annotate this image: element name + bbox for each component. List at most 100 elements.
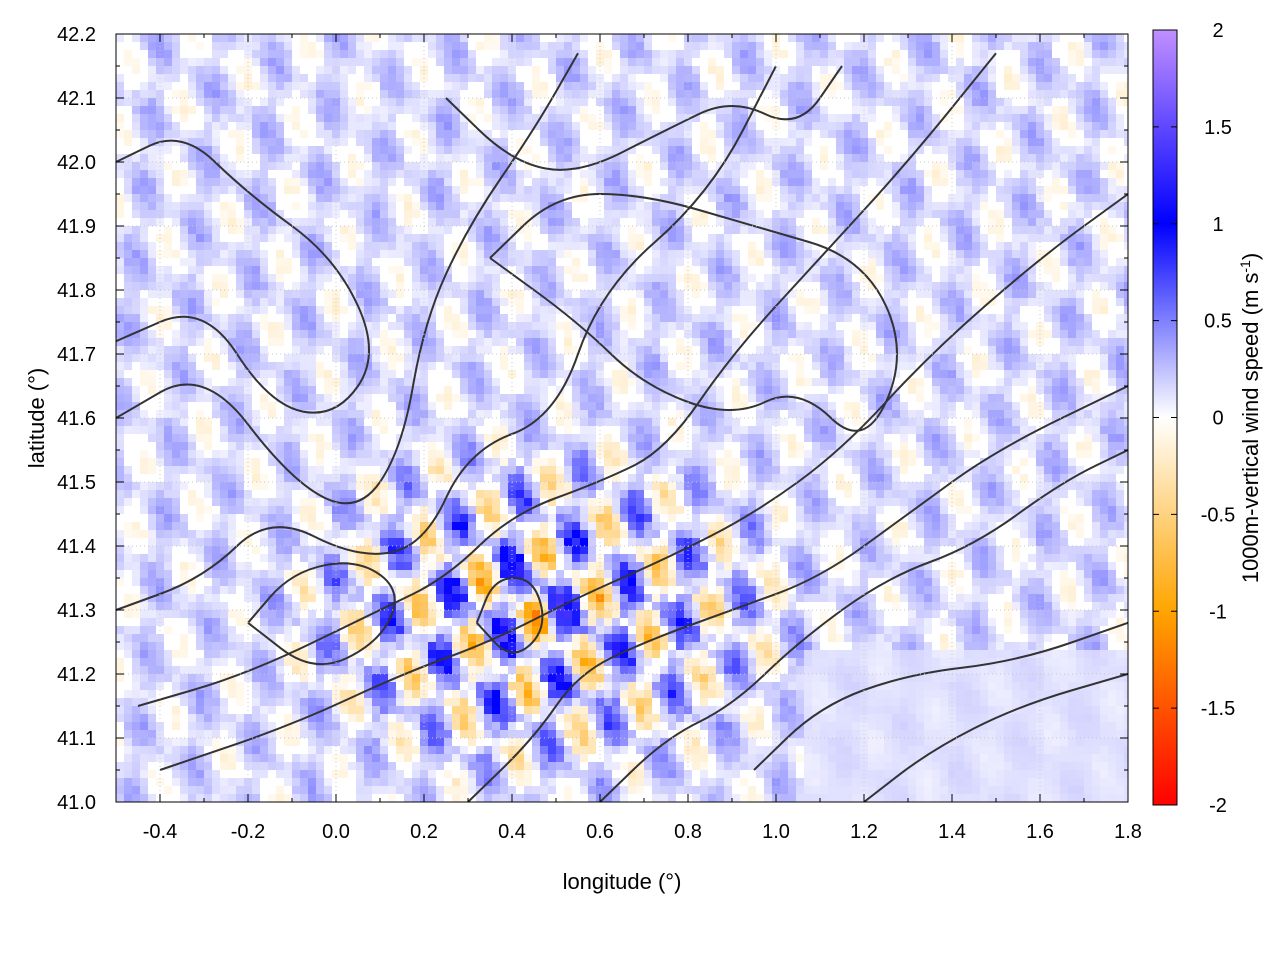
heatmap-cell — [164, 130, 172, 138]
heatmap-cell — [556, 138, 564, 146]
heatmap-cell — [564, 242, 572, 250]
heatmap-cell — [468, 362, 476, 370]
heatmap-cell — [732, 186, 740, 194]
heatmap-cell — [316, 170, 324, 178]
heatmap-cell — [1068, 106, 1076, 114]
heatmap-cell — [660, 50, 668, 58]
heatmap-cell — [580, 426, 588, 434]
heatmap-cell — [260, 298, 268, 306]
heatmap-cell — [308, 274, 316, 282]
heatmap-cell — [268, 106, 276, 114]
heatmap-cell — [972, 42, 980, 50]
heatmap-cell — [388, 226, 396, 234]
heatmap-cell — [940, 34, 948, 42]
heatmap-cell — [836, 426, 844, 434]
heatmap-cell — [236, 90, 244, 98]
heatmap-cell — [924, 314, 932, 322]
heatmap-cell — [140, 202, 148, 210]
heatmap-cell — [452, 426, 460, 434]
heatmap-cell — [380, 122, 388, 130]
heatmap-cell — [980, 90, 988, 98]
heatmap-cell — [996, 234, 1004, 242]
heatmap-cell — [516, 306, 524, 314]
heatmap-cell — [908, 354, 916, 362]
heatmap-cell — [900, 298, 908, 306]
heatmap-cell — [556, 34, 564, 42]
heatmap-cell — [340, 402, 348, 410]
heatmap-cell — [204, 394, 212, 402]
heatmap-cell — [612, 250, 620, 258]
heatmap-cell — [628, 42, 636, 50]
heatmap-cell — [292, 122, 300, 130]
heatmap-cell — [220, 330, 228, 338]
heatmap-cell — [732, 298, 740, 306]
heatmap-cell — [1076, 202, 1084, 210]
heatmap-cell — [660, 194, 668, 202]
heatmap-cell — [620, 146, 628, 154]
heatmap-cell — [1108, 234, 1116, 242]
heatmap-cell — [996, 362, 1004, 370]
heatmap-cell — [996, 178, 1004, 186]
heatmap-cell — [636, 114, 644, 122]
heatmap-cell — [476, 42, 484, 50]
heatmap-cell — [876, 98, 884, 106]
heatmap-cell — [460, 82, 468, 90]
heatmap-cell — [924, 242, 932, 250]
heatmap-cell — [268, 82, 276, 90]
heatmap-cell — [884, 346, 892, 354]
heatmap-cell — [316, 210, 324, 218]
heatmap-cell — [588, 298, 596, 306]
heatmap-cell — [484, 338, 492, 346]
heatmap-cell — [388, 346, 396, 354]
heatmap-cell — [588, 314, 596, 322]
heatmap-cell — [484, 186, 492, 194]
heatmap-cell — [124, 178, 132, 186]
heatmap-cell — [364, 138, 372, 146]
heatmap-cell — [468, 146, 476, 154]
heatmap-cell — [828, 322, 836, 330]
heatmap-cell — [116, 386, 124, 394]
heatmap-cell — [268, 114, 276, 122]
heatmap-cell — [252, 50, 260, 58]
heatmap-cell — [708, 266, 716, 274]
heatmap-cell — [148, 338, 156, 346]
heatmap-cell — [444, 90, 452, 98]
heatmap-cell — [204, 170, 212, 178]
heatmap-cell — [788, 90, 796, 98]
heatmap-cell — [700, 98, 708, 106]
heatmap-cell — [660, 130, 668, 138]
heatmap-cell — [620, 410, 628, 418]
heatmap-cell — [396, 306, 404, 314]
heatmap-cell — [1052, 258, 1060, 266]
heatmap-cell — [500, 42, 508, 50]
heatmap-cell — [476, 210, 484, 218]
heatmap-cell — [196, 266, 204, 274]
heatmap-cell — [228, 258, 236, 266]
heatmap-cell — [316, 418, 324, 426]
heatmap-cell — [964, 114, 972, 122]
heatmap-cell — [236, 322, 244, 330]
heatmap-cell — [220, 42, 228, 50]
heatmap-cell — [500, 322, 508, 330]
heatmap-cell — [196, 58, 204, 66]
heatmap-cell — [212, 194, 220, 202]
heatmap-cell — [924, 426, 932, 434]
heatmap-cell — [988, 66, 996, 74]
heatmap-cell — [492, 274, 500, 282]
heatmap-cell — [388, 378, 396, 386]
heatmap-cell — [1100, 250, 1108, 258]
heatmap-cell — [196, 138, 204, 146]
heatmap-cell — [1068, 354, 1076, 362]
heatmap-cell — [668, 378, 676, 386]
heatmap-cell — [476, 314, 484, 322]
heatmap-cell — [1124, 138, 1128, 146]
heatmap-cell — [580, 290, 588, 298]
heatmap-cell — [404, 170, 412, 178]
heatmap-cell — [140, 410, 148, 418]
heatmap-cell — [492, 114, 500, 122]
heatmap-cell — [868, 226, 876, 234]
heatmap-cell — [676, 114, 684, 122]
heatmap-cell — [964, 106, 972, 114]
heatmap-cell — [428, 42, 436, 50]
heatmap-cell — [644, 314, 652, 322]
